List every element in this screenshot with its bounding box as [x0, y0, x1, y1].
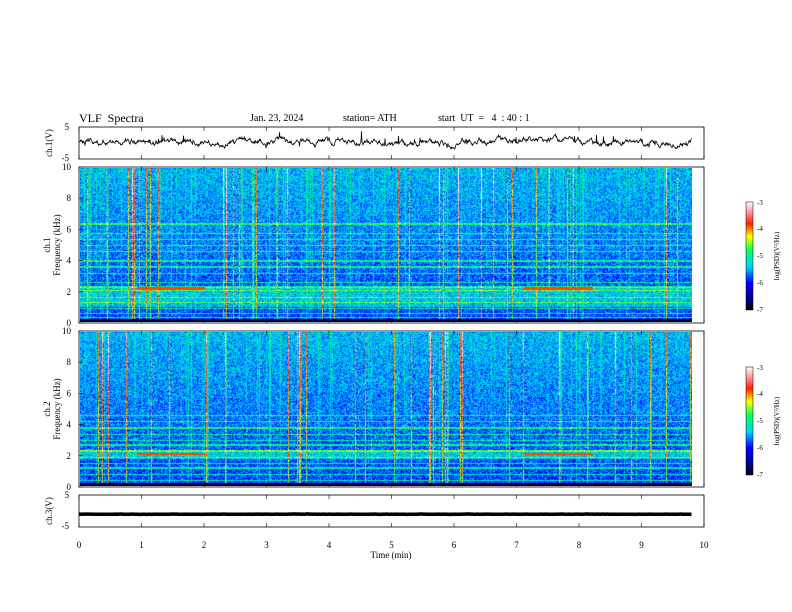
date-label: Jan. 23, 2024 [250, 113, 304, 124]
x-tick-label: 7 [514, 540, 519, 550]
ch3-ytick-label: 5 [65, 490, 70, 500]
ch3-waveform-trace [78, 512, 692, 517]
x-tick-label: 8 [577, 540, 582, 550]
x-tick-label: 2 [202, 540, 207, 550]
x-tick-label: 1 [139, 540, 144, 550]
ch2-frequency-tick-label: 2 [67, 451, 72, 461]
ch2-frequency-ylabel: Frequency (kHz) [52, 378, 62, 439]
ch1-waveform-trace [79, 131, 692, 150]
station-label: station= ATH [343, 113, 397, 124]
ch2-colorbar-label: log(PSD)(V²/Hz) [773, 396, 781, 445]
ch2-colorbar-tick: -4 [757, 390, 763, 398]
x-tick-label: 10 [700, 540, 710, 550]
ch2-spectrogram [80, 332, 692, 486]
ch2-colorbar-tick: -5 [757, 417, 763, 425]
ch3-ytick-label: -5 [62, 521, 70, 531]
ch2-frequency-tick-label: 8 [67, 357, 72, 367]
ch1-ytick-label: 5 [65, 122, 70, 132]
start-time-label: start UT = 4 : 40 : 1 [438, 113, 530, 124]
ch1-ytick-label: -5 [62, 153, 70, 163]
ch3-waveform-frame [78, 494, 705, 528]
ch3-waveform-ylabel: ch.3(V) [44, 497, 54, 525]
ch1-colorbar-tick: -7 [757, 306, 763, 314]
ch2-colorbar: -3 -4 -5 -6 -7 log(PSD)(V²/Hz) [745, 364, 781, 479]
ch1-frequency-tick-label: 0 [67, 318, 72, 328]
ch1-frequency-tick-label: 6 [67, 224, 72, 234]
ch2-frequency-tick-label: 10 [62, 326, 72, 336]
ch1-frequency-tick-label: 8 [67, 193, 72, 203]
x-tick-label: 6 [452, 540, 457, 550]
x-tick-label: 4 [327, 540, 332, 550]
ch1-spectrogram [80, 168, 692, 322]
ch1-colorbar-tick: -6 [757, 279, 763, 287]
x-tick-label: 5 [389, 540, 394, 550]
ch1-frequency-tick-label: 2 [67, 287, 72, 297]
ch2-colorbar-tick: -3 [757, 364, 763, 372]
ch2-spectrogram-ylabel: ch.2 [42, 401, 52, 416]
x-tick-label: 9 [639, 540, 644, 550]
ch1-spectrogram-ylabel: ch.1 [42, 237, 52, 252]
ch1-colorbar-label: log(PSD)(V²/Hz) [773, 231, 781, 280]
ch2-frequency-tick-label: 0 [67, 482, 72, 492]
ch1-waveform-ylabel: ch.1(V) [44, 129, 54, 157]
ch2-frequency-tick-label: 4 [67, 420, 72, 430]
ch1-colorbar-tick: -5 [757, 252, 763, 260]
ch2-colorbar-tick: -7 [757, 471, 763, 479]
ch1-frequency-tick-label: 10 [62, 162, 72, 172]
ch1-colorbar-tick: -4 [757, 225, 763, 233]
chart-title: VLF Spectra [79, 111, 144, 125]
ch1-frequency-tick-label: 4 [67, 256, 72, 266]
x-tick-label: 3 [264, 540, 269, 550]
ch2-frequency-tick-label: 6 [67, 388, 72, 398]
ch1-colorbar: -3 -4 -5 -6 -7 log(PSD)(V²/Hz) [745, 199, 781, 314]
ch2-colorbar-tick: -6 [757, 444, 763, 452]
ch1-colorbar-tick: -3 [757, 199, 763, 207]
x-axis-label: Time (min) [371, 550, 412, 560]
ch1-frequency-ylabel: Frequency (kHz) [52, 214, 62, 275]
x-tick-label: 0 [77, 540, 82, 550]
